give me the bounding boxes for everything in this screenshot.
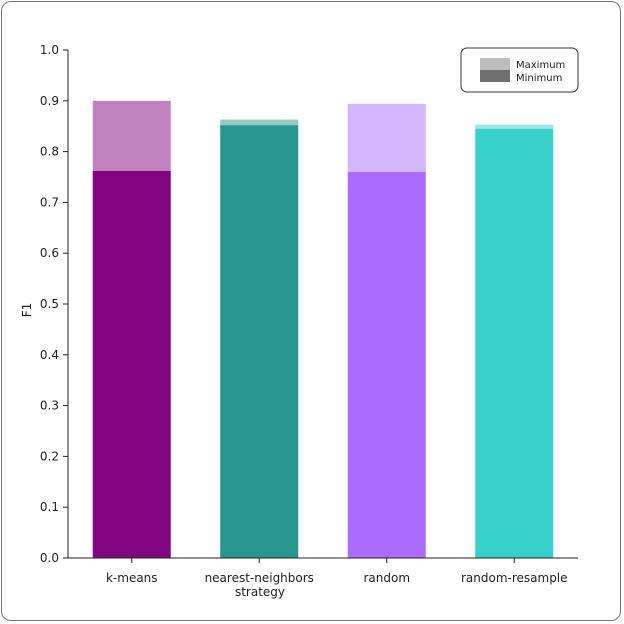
bar-minimum-random-resample: [475, 128, 554, 559]
bar-maximum-random: [347, 103, 426, 172]
y-tick-label: 0.8: [40, 145, 59, 159]
y-ticks: 0.0 0.1 0.2 0.3 0.4 0.5 0.6 0.7 0.8 0.9 1.0: [40, 43, 68, 565]
y-tick-label: 0.1: [40, 500, 59, 514]
legend-maximum-label: Maximum: [516, 60, 565, 71]
bar-maximum-k-means: [92, 100, 171, 171]
legend-minimum-swatch: [480, 70, 510, 82]
y-tick-label: 0.7: [40, 195, 59, 209]
bar-minimum-nearest-neighbors: [220, 125, 299, 559]
bar-maximum-random-resample: [475, 124, 554, 129]
y-tick-label: 0.9: [40, 94, 59, 108]
y-tick-label: 0.3: [40, 399, 59, 413]
y-tick-label: 1.0: [40, 43, 59, 57]
x-tick-label: nearest-neighbors: [205, 571, 314, 585]
y-tick-label: 0.6: [40, 246, 59, 260]
y-tick-label: 0.5: [40, 297, 59, 311]
bar-minimum-random: [347, 171, 426, 559]
bars-group: [92, 100, 554, 559]
x-ticks: k-means nearest-neighbors random random-res…: [106, 558, 568, 585]
y-tick-label: 0.2: [40, 449, 59, 463]
y-axis-label: F1: [20, 303, 34, 318]
y-tick-label: 0.4: [40, 348, 59, 362]
x-tick-label: k-means: [106, 571, 158, 585]
x-tick-label: random: [363, 571, 410, 585]
legend: Maximum Minimum: [460, 47, 579, 93]
legend-minimum-label: Minimum: [516, 73, 562, 84]
legend-maximum-swatch: [480, 58, 510, 70]
bar-minimum-k-means: [92, 170, 171, 559]
x-axis-label: strategy: [235, 585, 285, 599]
x-tick-label: random-resample: [461, 571, 568, 585]
y-tick-label: 0.0: [40, 551, 59, 565]
bar-maximum-nearest-neighbors: [220, 119, 299, 126]
